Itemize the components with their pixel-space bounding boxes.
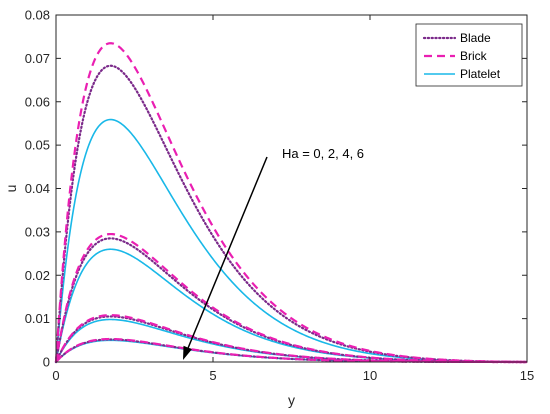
y-tick-label: 0.04 — [25, 181, 50, 196]
y-tick-label: 0.06 — [25, 94, 50, 109]
y-tick-label: 0.08 — [25, 8, 50, 23]
x-tick-label: 15 — [520, 368, 534, 383]
x-axis-label: y — [288, 392, 295, 408]
y-tick-label: 0.01 — [25, 311, 50, 326]
annotation-arrow-shaft — [185, 156, 268, 354]
legend-label-platelet: Platelet — [460, 67, 501, 81]
annotation-arrow-head — [183, 345, 192, 360]
y-axis-label: u — [3, 185, 19, 193]
y-tick-label: 0.02 — [25, 268, 50, 283]
legend-label-brick: Brick — [460, 49, 488, 63]
y-tick-label: 0 — [43, 355, 50, 370]
series-line-brick-1 — [54, 232, 527, 364]
y-tick-label: 0.03 — [25, 224, 50, 239]
annotation: Ha = 0, 2, 4, 6 — [183, 146, 364, 360]
legend: Blade Brick Platelet — [415, 23, 523, 87]
x-tick-label: 0 — [52, 368, 59, 383]
legend-items: Blade Brick Platelet — [422, 31, 501, 81]
x-tick-label: 5 — [209, 368, 216, 383]
y-tick-label: 0.05 — [25, 138, 50, 153]
x-tick-label: 10 — [363, 368, 377, 383]
legend-label-blade: Blade — [460, 31, 491, 45]
ticks-layer: 0 5 10 15 0 0.01 0.02 0.03 0.04 0.05 0.06 0.07 0.08 — [25, 8, 535, 384]
series-line-brick-3 — [55, 337, 527, 364]
y-tick-label: 0.07 — [25, 51, 50, 66]
series-line-brick-0 — [54, 42, 528, 364]
legend-box — [415, 23, 523, 87]
annotation-text: Ha = 0, 2, 4, 6 — [282, 146, 364, 161]
